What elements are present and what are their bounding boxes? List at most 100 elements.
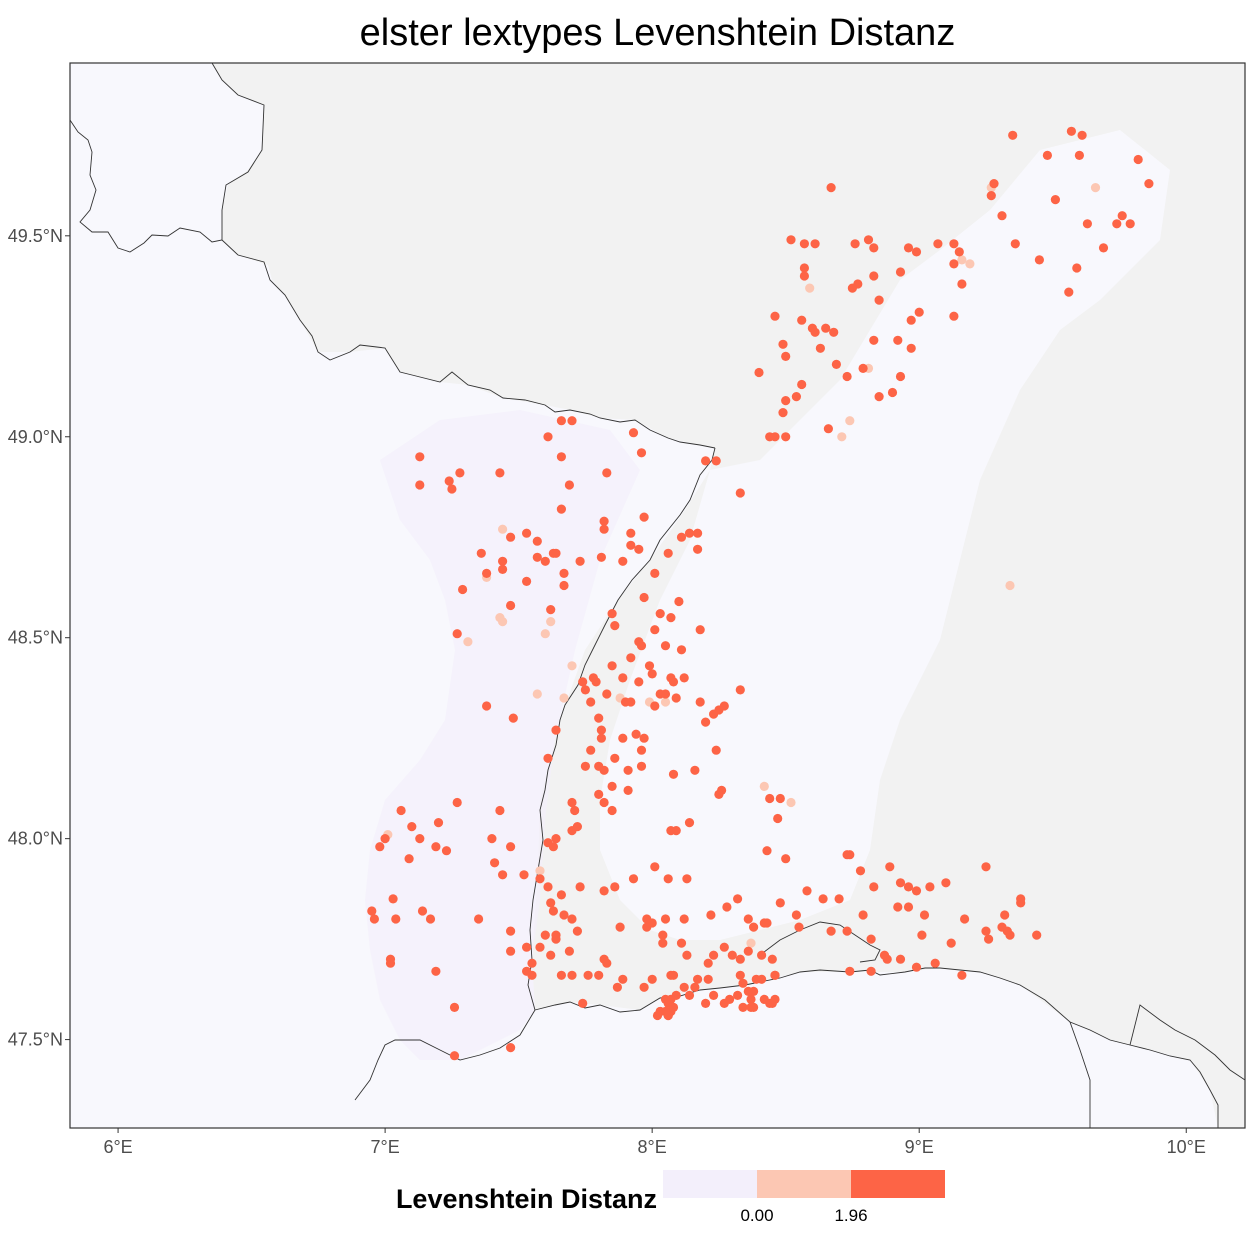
- plot-border: [69, 62, 1246, 1129]
- border-rhine: [527, 447, 716, 1011]
- data-point-high: [949, 311, 959, 321]
- x-axis: 6°E 7°E 8°E 9°E 10°E: [103, 1128, 1206, 1157]
- data-point-high: [482, 701, 492, 711]
- data-point-high: [773, 813, 783, 824]
- data-point-low: [965, 259, 975, 269]
- data-point-high: [709, 990, 719, 1001]
- data-point-high: [893, 902, 903, 912]
- data-point-high: [663, 874, 673, 884]
- data-point-high: [572, 822, 583, 832]
- data-point-low: [1090, 183, 1101, 193]
- data-point-high: [895, 371, 906, 382]
- data-point-high: [949, 239, 959, 249]
- data-point-high: [540, 930, 550, 940]
- data-point-high: [610, 882, 620, 892]
- data-point-high: [957, 970, 967, 980]
- data-point-low: [837, 432, 847, 442]
- data-point-high: [634, 544, 644, 554]
- data-point-high: [567, 914, 577, 924]
- border-south-west: [354, 1009, 536, 1101]
- data-point-high: [639, 512, 649, 522]
- data-point-high: [586, 745, 596, 755]
- data-point-low: [805, 283, 815, 293]
- data-point-high: [636, 448, 647, 458]
- data-point-high: [1074, 150, 1084, 160]
- data-point-high: [522, 942, 532, 952]
- data-point-high: [433, 818, 444, 828]
- data-point-high: [415, 480, 425, 490]
- data-point-high: [367, 906, 377, 916]
- data-point-high: [551, 930, 561, 940]
- border-south-3: [1129, 1004, 1246, 1081]
- data-point-high: [615, 922, 625, 932]
- data-point-high: [556, 416, 567, 426]
- points-layer: [367, 126, 1154, 1061]
- data-point-high: [666, 613, 676, 623]
- data-point-high: [986, 191, 996, 201]
- data-point-high: [506, 926, 516, 936]
- data-point-high: [628, 874, 639, 884]
- data-point-high: [1144, 179, 1154, 189]
- data-point-high: [850, 239, 860, 249]
- data-point-high: [543, 432, 553, 442]
- data-point-high: [911, 886, 922, 896]
- data-point-high: [930, 958, 940, 968]
- data-point-high: [1005, 930, 1015, 940]
- data-point-high: [639, 733, 649, 743]
- data-point-high: [586, 697, 596, 707]
- data-point-high: [396, 805, 406, 816]
- data-point-high: [858, 910, 868, 920]
- data-point-high: [791, 910, 802, 920]
- y-tick-label: 49.5°N: [8, 226, 63, 246]
- data-point-high: [1077, 130, 1087, 140]
- data-point-high: [679, 914, 689, 924]
- data-point-high: [375, 842, 385, 852]
- data-point-high: [610, 621, 620, 631]
- data-point-high: [903, 882, 914, 892]
- data-point-high: [1010, 239, 1020, 249]
- data-point-high: [1117, 211, 1127, 221]
- data-point-high: [676, 938, 687, 948]
- data-point-high: [906, 343, 916, 353]
- data-point-high: [903, 243, 914, 253]
- data-point-high: [727, 950, 737, 960]
- data-point-high: [658, 930, 668, 940]
- data-point-high: [1072, 263, 1082, 273]
- data-point-low: [463, 637, 473, 647]
- data-point-high: [548, 906, 559, 916]
- data-point-high: [984, 934, 994, 944]
- data-point-high: [714, 789, 724, 800]
- data-point-high: [532, 552, 542, 562]
- data-point-high: [663, 1010, 673, 1021]
- data-point-high: [815, 343, 826, 353]
- data-point-high: [911, 247, 922, 257]
- data-point-high: [684, 818, 695, 828]
- data-point-high: [431, 842, 441, 852]
- data-point-high: [874, 295, 884, 305]
- data-point-high: [863, 235, 874, 245]
- data-point-high: [666, 970, 676, 980]
- data-point-high: [693, 544, 703, 554]
- data-point-high: [869, 335, 879, 345]
- data-point-high: [799, 239, 810, 249]
- border-north-west: [69, 62, 265, 253]
- data-point-high: [1008, 130, 1018, 140]
- data-point-high: [431, 966, 441, 976]
- data-point-high: [602, 468, 612, 478]
- data-point-high: [522, 528, 532, 538]
- data-point-high: [618, 673, 628, 683]
- data-point-high: [522, 576, 532, 587]
- data-point-high: [506, 1043, 516, 1053]
- data-point-low: [1005, 580, 1015, 591]
- data-point-high: [709, 950, 719, 960]
- data-point-high: [404, 854, 414, 864]
- data-point-high: [869, 243, 879, 253]
- data-point-high: [695, 697, 705, 707]
- data-point-high: [693, 974, 703, 984]
- data-point-high: [719, 942, 729, 952]
- data-point-high: [551, 548, 561, 558]
- data-point-high: [997, 211, 1007, 221]
- data-point-high: [866, 966, 876, 976]
- data-point-high: [869, 882, 879, 892]
- data-point-high: [506, 600, 516, 611]
